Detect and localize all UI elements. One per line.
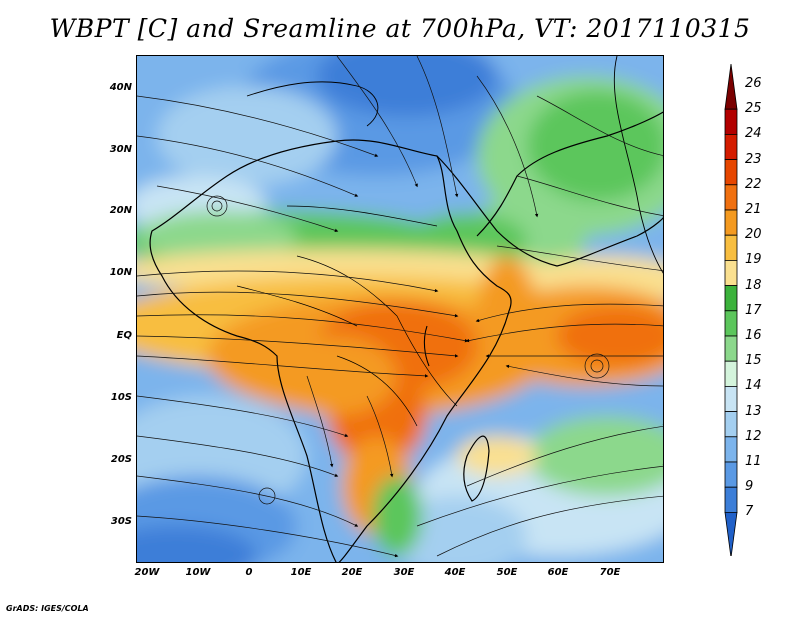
lon-label-60e: 60E [547, 567, 569, 578]
colorbar-swatch-20 [724, 234, 738, 261]
colorbar-swatch-14 [724, 385, 738, 412]
colorbar-swatch-19 [724, 259, 738, 286]
grads-credit: GrADS: IGES/COLA [6, 604, 89, 613]
colorbar-swatch-21 [724, 209, 738, 236]
colorbar-swatch-25 [724, 108, 738, 135]
colorbar-label-22: 22 [745, 176, 762, 192]
streamlines [137, 56, 663, 558]
lat-label-10n: 10N [109, 267, 132, 278]
colorbar-swatch-22 [724, 184, 738, 211]
coastlines [149, 56, 663, 562]
colorbar-swatch-17 [724, 310, 738, 337]
lat-label-30s: 30S [110, 516, 132, 527]
lat-label-10s: 10S [110, 392, 132, 403]
colorbar-swatch-26 [724, 64, 738, 110]
colorbar [724, 64, 738, 556]
colorbar-label-7: 7 [745, 504, 754, 520]
colorbar-swatch-12 [724, 436, 738, 463]
lon-label-30e: 30E [393, 567, 415, 578]
lat-label-eq: EQ [116, 330, 132, 341]
colorbar-label-24: 24 [745, 126, 762, 142]
colorbar-label-25: 25 [745, 101, 762, 117]
colorbar-label-14: 14 [745, 378, 762, 394]
colorbar-swatch-9 [724, 486, 738, 513]
wbpt-field [137, 56, 663, 562]
colorbar-label-23: 23 [745, 151, 762, 167]
colorbar-label-15: 15 [745, 353, 762, 369]
lon-label-10e: 10E [290, 567, 312, 578]
lon-label-0: 0 [245, 567, 253, 578]
colorbar-swatch-16 [724, 335, 738, 362]
colorbar-label-18: 18 [745, 277, 762, 293]
colorbar-label-9: 9 [745, 479, 754, 495]
lat-label-30n: 30N [109, 144, 132, 155]
colorbar-swatch-18 [724, 285, 738, 312]
lon-label-20e: 20E [341, 567, 363, 578]
colorbar-label-17: 17 [745, 302, 762, 318]
colorbar-swatch-13 [724, 411, 738, 438]
colorbar-label-13: 13 [745, 403, 762, 419]
colorbar-label-20: 20 [745, 227, 762, 243]
lon-label-20w: 20W [134, 567, 160, 578]
lon-label-40e: 40E [444, 567, 466, 578]
lon-label-50e: 50E [496, 567, 518, 578]
colorbar-label-16: 16 [745, 328, 762, 343]
lat-label-20s: 20S [110, 454, 132, 465]
colorbar-swatch-7 [724, 511, 738, 556]
colorbar-label-11: 11 [745, 454, 762, 469]
colorbar-swatch-23 [724, 159, 738, 186]
colorbar-swatch-11 [724, 461, 738, 488]
colorbar-label-19: 19 [745, 252, 762, 268]
lon-label-10w: 10W [185, 567, 211, 578]
lon-label-70e: 70E [599, 567, 621, 578]
colorbar-swatch-15 [724, 360, 738, 387]
colorbar-label-12: 12 [745, 428, 762, 444]
lat-label-20n: 20N [109, 205, 132, 216]
map-title: WBPT [C] and Sreamline at 700hPa, VT: 20… [49, 14, 751, 43]
weather-map [136, 55, 664, 563]
colorbar-label-21: 21 [745, 202, 762, 217]
colorbar-swatch-24 [724, 134, 738, 161]
map-canvas [137, 56, 663, 562]
lat-label-40n: 40N [109, 82, 132, 93]
colorbar-label-26: 26 [745, 76, 762, 91]
